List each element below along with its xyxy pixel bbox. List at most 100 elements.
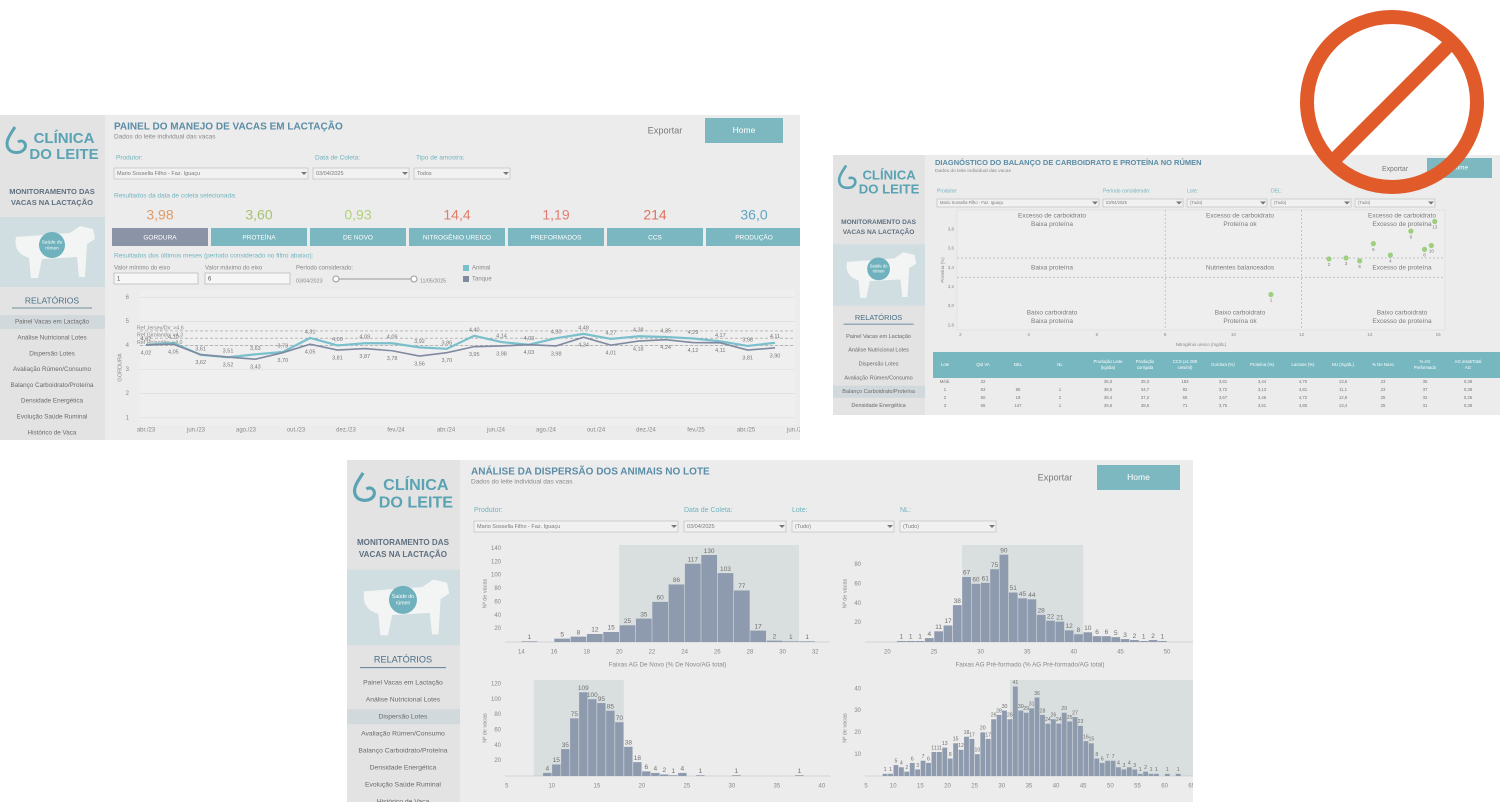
menu-item[interactable]: Balanço Carboidrato/Proteína [11, 382, 94, 389]
table-header-cell: Preformado [1414, 365, 1437, 370]
slider-handle[interactable] [410, 275, 418, 283]
dropdown-arrow [671, 525, 677, 528]
reports-heading: RELATÓRIOS [855, 313, 902, 322]
bar-label: 109 [578, 685, 589, 692]
table-header-cell: corrigida [1137, 365, 1154, 370]
legend-label: Animal [472, 266, 490, 272]
dropdown[interactable] [113, 167, 309, 180]
sidebar-title: MONITORAMENTO DAS [9, 187, 95, 196]
menu-item[interactable]: Avaliação Rúmen/Consumo [13, 366, 91, 373]
table-header-cell: Produção Leite [1094, 359, 1124, 364]
kpi-tile[interactable] [607, 228, 703, 246]
bar-label: 16 [1083, 734, 1089, 740]
dropdown[interactable] [1186, 198, 1268, 208]
table-cell: 65 [1183, 395, 1188, 400]
export-button[interactable]: Exportar [1038, 472, 1073, 482]
menu-item[interactable]: Análise Nutricional Lotes [848, 348, 909, 354]
export-button[interactable]: Exportar [648, 125, 683, 135]
point-label: 13 [1432, 225, 1438, 230]
point-label: 10 [1429, 249, 1435, 254]
histogram-bar [969, 738, 975, 776]
kpi-tile[interactable] [706, 228, 802, 246]
table-cell: 35 [1423, 379, 1428, 384]
data-label: 3,87 [359, 354, 370, 360]
data-label: 4,18 [633, 347, 644, 353]
histogram-bar [561, 749, 570, 776]
home-button[interactable] [705, 118, 783, 143]
x-tick-label: 8 [1164, 332, 1167, 337]
menu-item[interactable]: Painel Vacas em Lactação [15, 319, 90, 326]
kpi-tile[interactable] [310, 228, 406, 246]
menu-item[interactable]: Avaliação Rúmen/Consumo [844, 375, 912, 381]
histogram-bar [1164, 773, 1170, 776]
menu-item[interactable]: Histórico de Vaca [28, 429, 77, 436]
menu-item[interactable]: Dispersão Lotes [379, 714, 429, 721]
dropdown[interactable] [936, 198, 1100, 208]
dropdown[interactable] [312, 167, 410, 180]
histogram-bar [1088, 743, 1094, 776]
x-axis-label: Faixas AG De Novo (% De Novo/AG total) [609, 662, 727, 669]
data-label: 4,02 [141, 350, 152, 356]
histogram-bar [1148, 773, 1154, 776]
menu-item[interactable]: Densidade Energética [370, 765, 437, 772]
menu-item[interactable]: Dispersão Lotes [29, 350, 75, 357]
menu-item[interactable]: Evolução Saúde Ruminal [365, 782, 441, 789]
quadrant-label: Excesso de proteína [1372, 265, 1432, 272]
table-cell: 36,3 [1104, 379, 1113, 384]
x-tick-label: 35 [1026, 784, 1033, 790]
dropdown[interactable] [413, 167, 511, 180]
home-button[interactable] [1097, 465, 1180, 490]
menu-item[interactable]: Evolução Saúde Ruminal [848, 417, 910, 423]
bar-label: 3 [1133, 763, 1136, 769]
kpi-tile[interactable] [211, 228, 307, 246]
dropdown[interactable] [1102, 198, 1184, 208]
kpi-tile[interactable] [508, 228, 604, 246]
menu-item[interactable]: Análise Nutricional Lotes [366, 697, 441, 704]
histogram-bar [1132, 769, 1138, 776]
menu-item[interactable]: Histórico de Vaca [377, 799, 430, 802]
bar-label: 17 [755, 623, 763, 630]
menu-item[interactable]: Balanço Carboidrato/Proteína [358, 748, 447, 755]
dropdown[interactable] [1354, 198, 1436, 208]
menu-item[interactable]: Balanço Carboidrato/Proteína [842, 389, 916, 395]
table-header-cell: Produção [1136, 359, 1155, 364]
y-tick-label: 20 [854, 730, 861, 736]
export-button[interactable]: Exportar [1382, 166, 1409, 173]
kpi-tile[interactable] [409, 228, 505, 246]
data-label: 4,10 [168, 334, 179, 340]
dropdown[interactable] [473, 520, 679, 533]
menu-item[interactable]: Densidade Energética [21, 398, 83, 405]
point-label: 4 [1389, 258, 1392, 263]
menu-item[interactable]: Avaliação Rúmen/Consumo [361, 731, 445, 738]
input-box[interactable] [204, 272, 291, 285]
slider-handle[interactable] [332, 275, 340, 283]
kpi-tile[interactable] [112, 228, 208, 246]
data-label: 3,86 [441, 340, 452, 346]
table-cell: 38,5 [1141, 403, 1150, 408]
x-tick-label: 30 [729, 784, 736, 790]
menu-item[interactable]: Densidade Energética [851, 403, 906, 409]
bar-label: 1 [789, 634, 793, 641]
menu-item[interactable]: Análise Nutricional Lotes [17, 334, 86, 341]
menu-item[interactable]: Dispersão Lotes [859, 362, 899, 368]
input-value: 6 [208, 277, 212, 283]
dropdown[interactable] [899, 520, 997, 533]
input-box[interactable] [113, 272, 199, 285]
dropdown[interactable] [791, 520, 895, 533]
menu-item[interactable]: Painel Vacas em Lactação [363, 680, 443, 687]
quadrant-label: Excesso de carboidrato [1206, 213, 1274, 220]
table-cell: 2 [944, 395, 947, 400]
dropdown[interactable] [1270, 198, 1352, 208]
bar-label: 17 [944, 618, 952, 625]
y-tick-label: 100 [491, 697, 502, 703]
menu-item[interactable]: Evolução Saúde Ruminal [17, 413, 88, 420]
x-tick-label: 15 [593, 784, 600, 790]
dropdown[interactable] [683, 520, 787, 533]
histogram-bar [990, 569, 999, 642]
menu-item[interactable]: Painel Vacas em Lactação [846, 334, 911, 340]
histogram-bar [543, 772, 552, 776]
histogram-bar [1139, 641, 1149, 642]
filter-label: Produtor: [937, 188, 958, 194]
menu-item[interactable]: Histórico de Vaca [857, 431, 901, 437]
